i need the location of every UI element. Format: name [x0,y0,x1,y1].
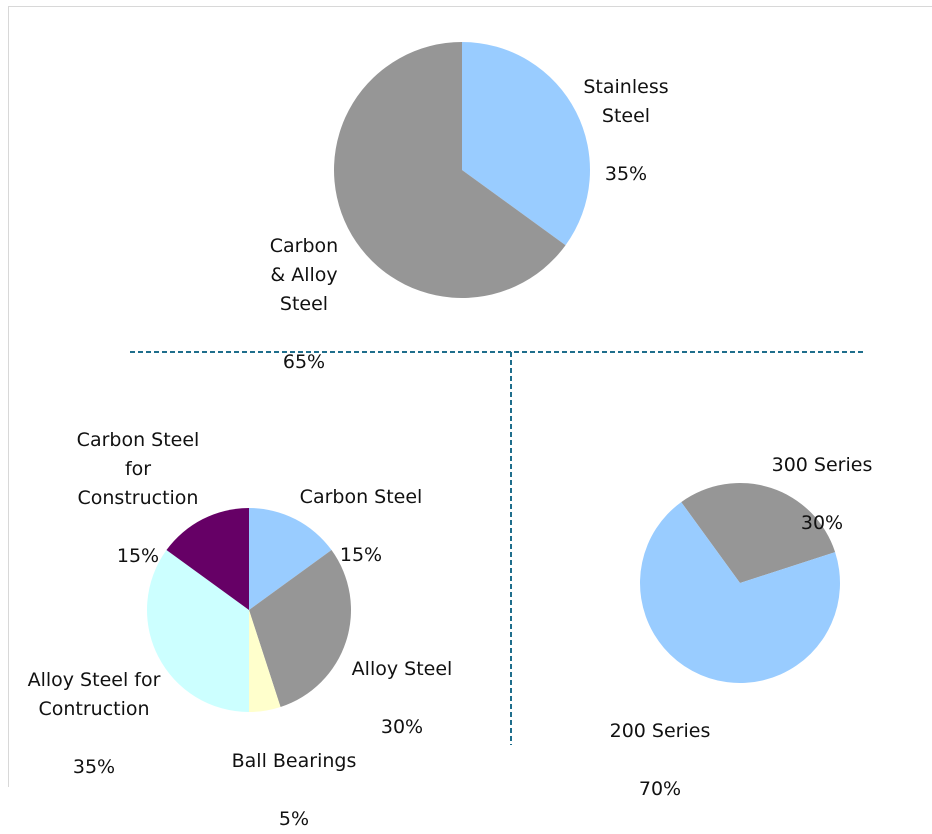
label-alloy-steel-construction-name: Alloy Steel for Contruction [27,669,161,720]
label-alloy-steel-construction: Alloy Steel for Contruction 35% [12,637,176,782]
pie-slice-carbon-steel-construction [166,508,249,610]
pie-slice-carbon-steel [249,508,332,610]
label-ball-bearings: Ball Bearings 5% [214,718,374,834]
label-carbon-alloy-steel: Carbon & Alloy Steel 65% [246,203,362,377]
label-carbon-alloy-steel-pct: 65% [282,351,326,373]
label-carbon-steel: Carbon Steel 15% [286,454,436,570]
tree-dividers [130,351,864,745]
label-carbon-steel-pct: 15% [339,544,383,566]
chart-canvas: Stainless Steel 35% Carbon & Alloy Steel… [8,6,932,830]
label-300-series-pct: 30% [800,512,844,534]
label-300-series-name: 300 Series [771,454,873,476]
label-alloy-steel: Alloy Steel 30% [338,626,466,742]
label-carbon-steel-construction-name: Carbon Steel for Construction [76,429,200,509]
label-stainless-steel-name: Stainless Steel [583,76,669,127]
pie-slice-carbon-alloy-steel [333,42,566,298]
pie-slice-stainless-steel [462,42,590,246]
pie-slice-alloy-steel [249,550,351,708]
pie-slice-200-series [640,502,841,683]
label-alloy-steel-pct: 30% [380,716,424,738]
label-ball-bearings-name: Ball Bearings [231,750,357,772]
label-stainless-steel-pct: 35% [604,163,648,185]
label-carbon-alloy-steel-name: Carbon & Alloy Steel [269,235,339,315]
label-200-series-pct: 70% [638,778,682,800]
pie-chart-stainless-breakdown [640,482,841,683]
label-carbon-steel-construction-pct: 15% [116,545,160,567]
pie-slice-ball-bearings [249,610,281,712]
pie-chart-steel-type [333,42,590,298]
pie-slice-alloy-steel-construction [147,550,249,712]
pie-slice-300-series [681,482,836,583]
label-carbon-steel-name: Carbon Steel [299,486,423,508]
frame-border-top [8,6,932,7]
label-200-series-name: 200 Series [609,720,711,742]
label-ball-bearings-pct: 5% [278,808,310,830]
label-carbon-steel-construction: Carbon Steel for Construction 15% [60,397,216,571]
label-alloy-steel-construction-pct: 35% [72,756,116,778]
pie-charts-svg [130,42,864,745]
pie-chart-carbon-alloy-breakdown [147,508,351,712]
label-alloy-steel-name: Alloy Steel [351,658,453,680]
frame-border-left [8,6,9,787]
label-300-series: 300 Series 30% [752,422,892,538]
label-stainless-steel: Stainless Steel 35% [560,44,692,189]
